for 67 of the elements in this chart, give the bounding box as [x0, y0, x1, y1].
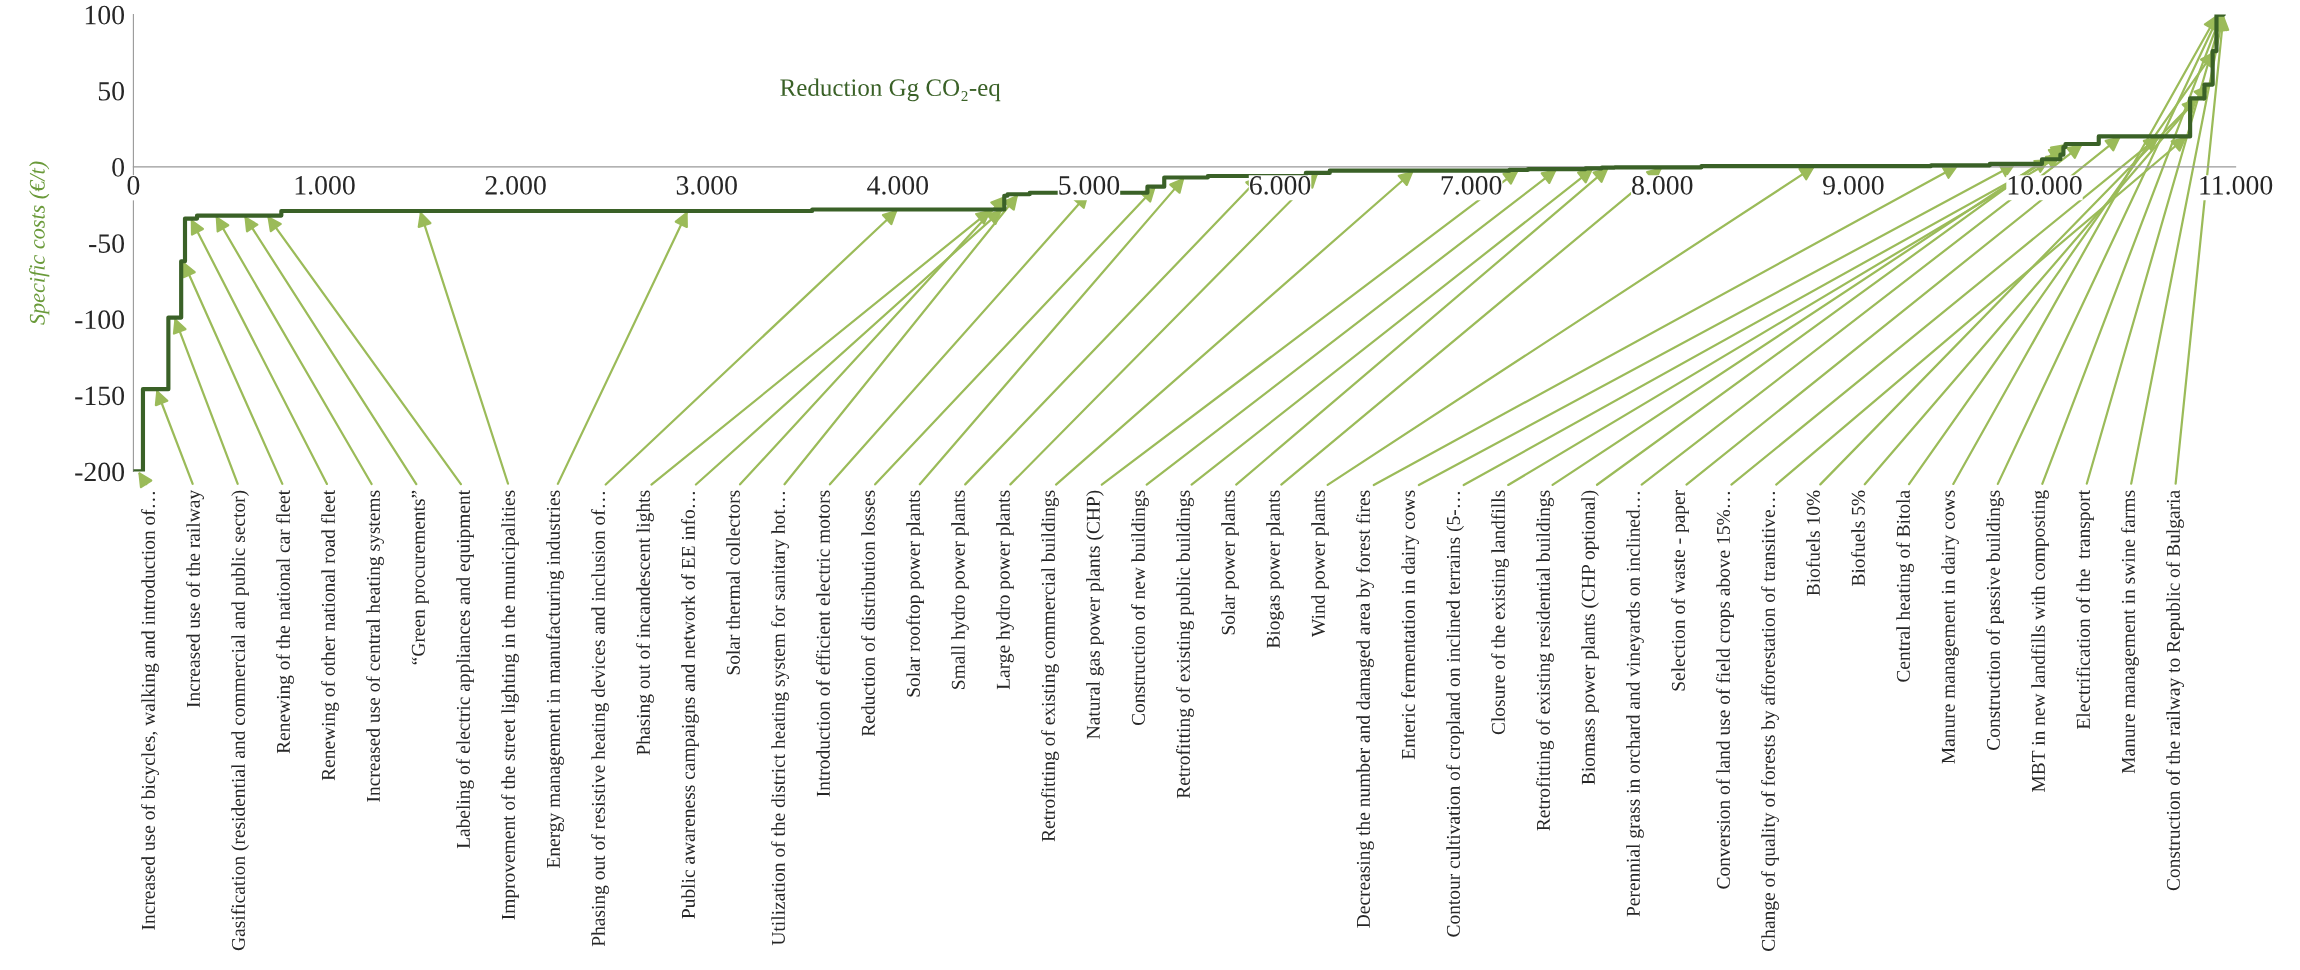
annotation: Closure of the existing landfills [1491, 490, 1509, 735]
x-tick-label: 5.000 [1059, 175, 1120, 195]
annotation: Solar power plants [1221, 490, 1239, 635]
x-tick-label: 10.000 [2008, 175, 2082, 195]
annotation: Phasing out of incandescent lights [636, 490, 654, 755]
annotation: Natural gas power plants (CHP) [1086, 490, 1104, 739]
annotation: Utilization of the district heating system for sanitary hot… [771, 491, 789, 946]
annotation: Large hydro power plants [996, 490, 1014, 690]
annotation: Solar rooftop power plants [906, 490, 924, 697]
annotation: Biomass power plants (CHP optional) [1581, 490, 1599, 785]
annotation: Electrification of the transport [2076, 489, 2094, 730]
annotation: Retrofitting of existing public buildings [1176, 490, 1194, 799]
annotation: Improvement of the street lighting in the municipalities [501, 490, 519, 920]
y-tick-label: -100 [75, 310, 125, 330]
annotation: Construction of the railway to Republic of Bulgaria [2166, 490, 2184, 891]
annotation: Enteric fermentation in dairy cows [1401, 490, 1419, 760]
x-tick-label: 2.000 [485, 175, 546, 195]
annotation: Labeling of electric appliances and equipment [456, 489, 474, 849]
annotation: Selection of waste - paper [1671, 490, 1689, 691]
annotation: Gasification (residential and commercial and public sector) [231, 490, 249, 951]
annotation: Public awareness campaigns and network of EE info… [681, 491, 699, 919]
x-tick-label: 11.000 [2200, 175, 2273, 195]
y-axis-title: Specific costs (€/t) [28, 161, 50, 325]
annotation: Manure management in swine farms [2121, 490, 2139, 774]
y-tick-label: -150 [75, 386, 125, 406]
x-axis-title: Reduction Gg CO₂-eq [780, 78, 1001, 102]
x-tick-label: 0 [127, 175, 140, 195]
annotation: Energy management in manufacturing industries [546, 490, 564, 869]
annotation: Increased use of bicycles, walking and introduction of… [141, 491, 159, 930]
annotation: Biofuels 10% [1805, 490, 1820, 596]
annotation: Central heating of Bitola [1896, 490, 1914, 682]
annotation: Renewing of other national road fleet [321, 489, 339, 781]
annotation: Small hydro power plants [951, 490, 969, 689]
x-tick-label: 4.000 [867, 175, 929, 195]
annotation: Increased use of central heating systems [366, 490, 384, 802]
x-tick-label: 7.000 [1441, 175, 1502, 195]
y-tick-label: 0 [112, 158, 125, 177]
annotation: “Green procurements” [411, 490, 429, 665]
annotation: Introduction of efficient electric motors [815, 490, 830, 797]
annotation: Construction of passive buildings [1986, 490, 2004, 750]
x-tick-label: 1.000 [295, 175, 355, 195]
x-tick-label: 8.000 [1632, 175, 1693, 195]
annotation: Retrofitting of existing commercial buildings [1041, 490, 1059, 842]
annotation: Perennial grass in orchard and vineyards on inclined… [1626, 491, 1644, 917]
annotation: Contour cultivation of cropland on inclined terrains (5-… [1446, 491, 1464, 937]
annotation: Solar thermal collectors [726, 490, 740, 675]
y-tick-label: 50 [98, 81, 125, 101]
annotation: Change of quality of forests by afforestation of transitive… [1761, 491, 1779, 951]
y-tick-label: -200 [75, 462, 125, 482]
annotation: Phasing out of resistive heating devices and inclusion of… [591, 491, 609, 947]
y-tick-label: 100 [85, 5, 125, 25]
x-tick-label: 6.000 [1250, 175, 1311, 195]
annotation: Increased use of the railway [186, 489, 204, 708]
annotation: MBT in new landfills with composting [2031, 490, 2049, 792]
annotation: Conversion of land use of field crops above 15%… [1716, 491, 1734, 889]
annotation: Retrofitting of existing residential buildings [1536, 490, 1554, 831]
annotation: Biogas power plants [1266, 490, 1284, 649]
x-tick-label: 3.000 [676, 175, 737, 195]
annotation: Wind power plants [1311, 490, 1329, 638]
x-tick-label: 9.000 [1823, 175, 1884, 195]
annotation: Manure management in dairy cows [1941, 490, 1959, 764]
annotation: Biofuels 5% [1850, 490, 1865, 586]
y-tick-label: -50 [89, 234, 125, 253]
annotation: Reduction of distribution losses [860, 490, 875, 737]
annotation: Renewing of the national car fleet [276, 489, 294, 754]
annotation: Construction of new buildings [1131, 490, 1149, 726]
annotation: Decreasing the number and damaged area by forest fires [1356, 490, 1374, 928]
